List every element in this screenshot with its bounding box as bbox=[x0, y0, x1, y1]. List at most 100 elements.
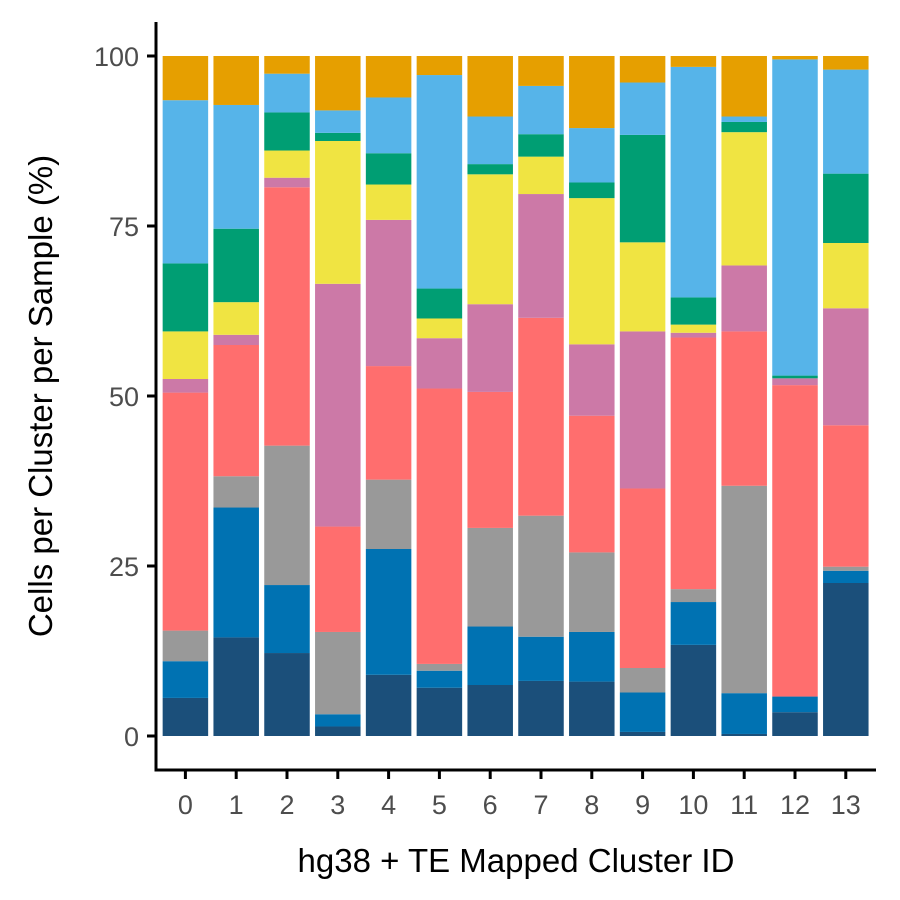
bar-segment-4-0 bbox=[365, 674, 412, 736]
bar-segment-6-3 bbox=[467, 391, 513, 528]
bar-segment-4-3 bbox=[365, 366, 412, 480]
bar-segment-0-2 bbox=[162, 630, 209, 662]
bar-segment-10-6 bbox=[670, 297, 717, 325]
bar-segment-0-5 bbox=[162, 331, 209, 379]
bar-stack-10 bbox=[670, 56, 717, 736]
bar-segment-5-0 bbox=[416, 687, 463, 736]
bar-segment-7-4 bbox=[518, 194, 564, 318]
bar-segment-3-3 bbox=[315, 526, 361, 632]
bar-segment-10-5 bbox=[670, 324, 717, 333]
bar-segment-0-7 bbox=[162, 100, 209, 264]
bar-segment-13-8 bbox=[823, 56, 869, 70]
bar-segment-5-2 bbox=[416, 663, 463, 671]
bar-segment-6-4 bbox=[467, 304, 513, 392]
bar-segment-11-6 bbox=[721, 121, 767, 133]
x-tick-label-9: 9 bbox=[635, 790, 650, 820]
bar-segment-3-8 bbox=[315, 56, 361, 111]
bar-segment-13-4 bbox=[823, 308, 869, 426]
bar-stack-13 bbox=[823, 56, 869, 736]
bar-segment-6-6 bbox=[467, 164, 513, 175]
bar-segment-3-5 bbox=[315, 141, 361, 284]
bar-segment-7-3 bbox=[518, 317, 564, 516]
bar-segment-9-5 bbox=[619, 242, 666, 332]
bar-segment-8-7 bbox=[569, 128, 615, 183]
bar-segment-13-5 bbox=[823, 243, 869, 309]
bar-segment-0-1 bbox=[162, 661, 209, 698]
x-tick-label-3: 3 bbox=[330, 790, 345, 820]
x-tick-label-8: 8 bbox=[584, 790, 599, 820]
bar-segment-8-6 bbox=[569, 182, 615, 199]
bar-segment-4-4 bbox=[365, 219, 412, 367]
y-axis-title: Cells per Cluster per Sample (%) bbox=[22, 155, 59, 637]
bar-stack-9 bbox=[619, 56, 666, 736]
bar-segment-9-2 bbox=[619, 668, 666, 693]
bar-stack-5 bbox=[416, 56, 463, 736]
bar-segment-1-1 bbox=[213, 507, 259, 638]
bar-segment-11-4 bbox=[721, 265, 767, 332]
bar-segment-11-2 bbox=[721, 485, 767, 694]
bar-segment-3-6 bbox=[315, 132, 361, 141]
bar-segment-12-7 bbox=[772, 59, 818, 376]
bar-segment-1-8 bbox=[213, 56, 259, 105]
bar-segment-1-3 bbox=[213, 345, 259, 477]
bar-segment-6-2 bbox=[467, 527, 513, 627]
x-tick-label-0: 0 bbox=[178, 790, 193, 820]
y-tick-label-75: 75 bbox=[109, 212, 139, 242]
bar-segment-6-7 bbox=[467, 116, 513, 165]
bar-segment-0-8 bbox=[162, 56, 209, 101]
bar-segment-10-0 bbox=[670, 644, 717, 736]
bar-segment-8-2 bbox=[569, 552, 615, 632]
bar-segment-8-8 bbox=[569, 56, 615, 129]
x-axis-title: hg38 + TE Mapped Cluster ID bbox=[298, 842, 735, 879]
bar-stack-7 bbox=[518, 56, 564, 736]
bar-segment-2-5 bbox=[264, 150, 310, 178]
bar-stack-11 bbox=[721, 56, 767, 736]
x-tick-label-1: 1 bbox=[229, 790, 244, 820]
x-tick-label-2: 2 bbox=[279, 790, 294, 820]
bar-segment-1-6 bbox=[213, 228, 259, 303]
bar-segment-0-4 bbox=[162, 379, 209, 393]
bar-segment-1-0 bbox=[213, 637, 259, 736]
bar-segment-13-0 bbox=[823, 583, 869, 736]
bar-segment-5-6 bbox=[416, 288, 463, 319]
bar-segment-2-6 bbox=[264, 112, 310, 151]
bar-segment-7-1 bbox=[518, 636, 564, 681]
x-ticks: 0 1 2 3 4 5 6 7 8 9 10 11 12 13 bbox=[178, 770, 861, 820]
bars-layer bbox=[162, 56, 869, 736]
bar-segment-8-4 bbox=[569, 344, 615, 416]
bar-segment-4-8 bbox=[365, 56, 412, 98]
x-tick-label-5: 5 bbox=[432, 790, 447, 820]
bar-segment-3-4 bbox=[315, 283, 361, 527]
bar-segment-5-8 bbox=[416, 56, 463, 76]
bar-segment-4-5 bbox=[365, 184, 412, 220]
bar-segment-10-3 bbox=[670, 337, 717, 590]
bar-segment-5-3 bbox=[416, 388, 463, 664]
bar-segment-1-7 bbox=[213, 104, 259, 229]
bar-segment-3-1 bbox=[315, 714, 361, 727]
bar-segment-5-4 bbox=[416, 338, 463, 389]
bar-segment-5-5 bbox=[416, 318, 463, 339]
bar-segment-11-7 bbox=[721, 116, 767, 122]
bar-segment-13-2 bbox=[823, 566, 869, 571]
bar-segment-7-7 bbox=[518, 85, 564, 135]
bar-segment-12-8 bbox=[772, 56, 818, 60]
x-tick-label-10: 10 bbox=[678, 790, 708, 820]
bar-segment-9-4 bbox=[619, 331, 666, 489]
bar-segment-8-3 bbox=[569, 415, 615, 553]
bar-segment-9-8 bbox=[619, 56, 666, 83]
bar-segment-8-5 bbox=[569, 198, 615, 345]
bar-segment-12-0 bbox=[772, 712, 818, 736]
x-tick-label-4: 4 bbox=[381, 790, 396, 820]
bar-segment-2-1 bbox=[264, 585, 310, 654]
bar-segment-3-0 bbox=[315, 726, 361, 736]
bar-segment-13-7 bbox=[823, 69, 869, 174]
bar-segment-10-7 bbox=[670, 66, 717, 298]
bar-segment-10-2 bbox=[670, 589, 717, 603]
y-tick-label-25: 25 bbox=[109, 552, 139, 582]
bar-segment-7-2 bbox=[518, 515, 564, 637]
bar-segment-13-3 bbox=[823, 425, 869, 567]
bar-stack-8 bbox=[569, 56, 615, 736]
x-tick-label-6: 6 bbox=[483, 790, 498, 820]
bar-segment-13-6 bbox=[823, 173, 869, 243]
